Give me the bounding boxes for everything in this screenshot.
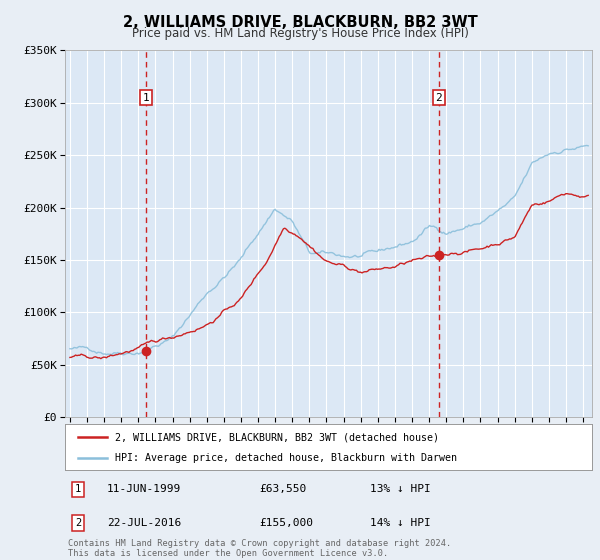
Text: 2, WILLIAMS DRIVE, BLACKBURN, BB2 3WT: 2, WILLIAMS DRIVE, BLACKBURN, BB2 3WT <box>122 15 478 30</box>
Text: 11-JUN-1999: 11-JUN-1999 <box>107 484 181 494</box>
Text: Contains HM Land Registry data © Crown copyright and database right 2024.
This d: Contains HM Land Registry data © Crown c… <box>68 539 451 558</box>
Text: 2: 2 <box>75 517 81 528</box>
Text: Price paid vs. HM Land Registry's House Price Index (HPI): Price paid vs. HM Land Registry's House … <box>131 27 469 40</box>
Text: 2, WILLIAMS DRIVE, BLACKBURN, BB2 3WT (detached house): 2, WILLIAMS DRIVE, BLACKBURN, BB2 3WT (d… <box>115 432 439 442</box>
Text: 2: 2 <box>436 92 442 102</box>
Text: 14% ↓ HPI: 14% ↓ HPI <box>370 517 431 528</box>
Text: 13% ↓ HPI: 13% ↓ HPI <box>370 484 431 494</box>
Text: £155,000: £155,000 <box>260 517 314 528</box>
Text: 1: 1 <box>143 92 149 102</box>
Text: 1: 1 <box>75 484 81 494</box>
Text: £63,550: £63,550 <box>260 484 307 494</box>
Text: HPI: Average price, detached house, Blackburn with Darwen: HPI: Average price, detached house, Blac… <box>115 454 457 464</box>
Text: 22-JUL-2016: 22-JUL-2016 <box>107 517 181 528</box>
